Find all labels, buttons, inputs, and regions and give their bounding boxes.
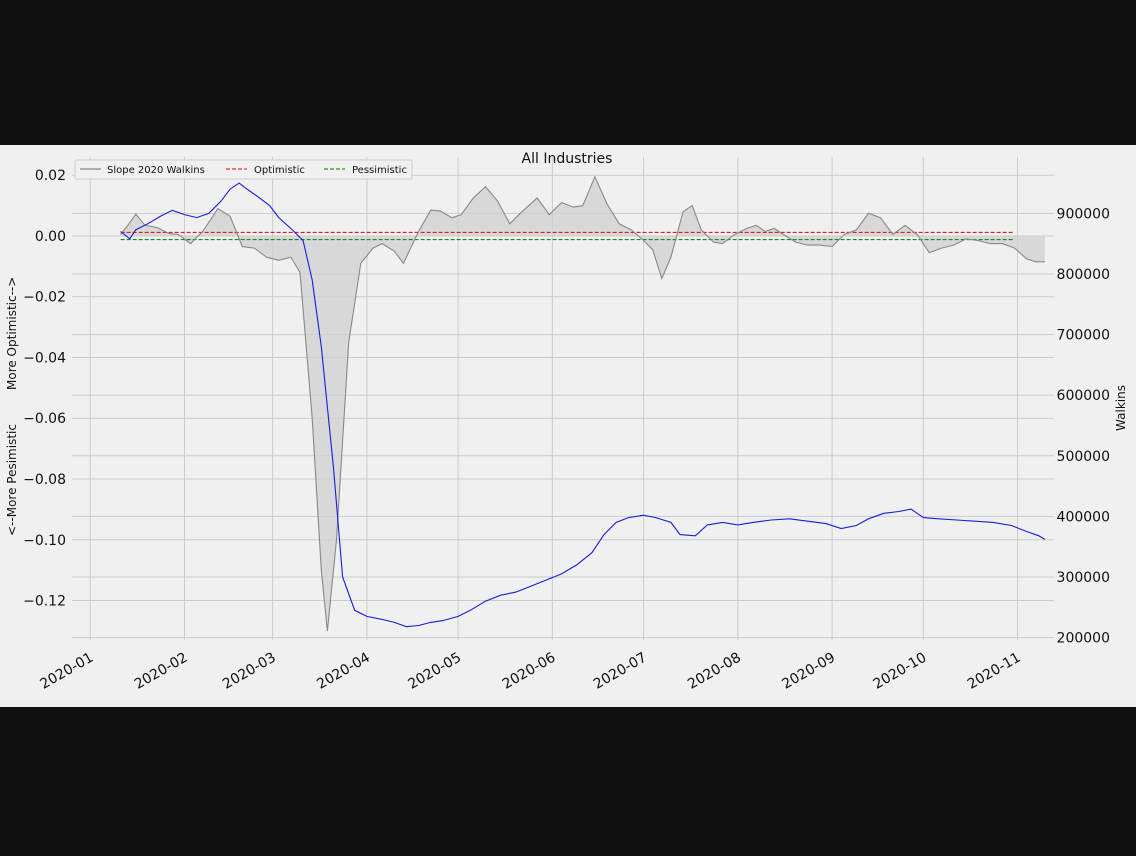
y-right-tick-label: 800000 [1057, 267, 1110, 283]
threshold-layer [120, 231, 1015, 241]
legend: Slope 2020 Walkins Optimistic Pessimisti… [74, 159, 413, 180]
y-left-label-top: More Optimistic--> [5, 277, 19, 390]
top-letterbox [0, 0, 1136, 145]
y-left-tick-label: 0.00 [35, 229, 66, 245]
y-left-tick-labels: 0.02 0.00 −0.02 −0.04 −0.06 −0.08 −0.10 −0.12 [23, 168, 66, 609]
legend-optimistic-label: Optimistic [254, 165, 305, 176]
y-left-tick-label: −0.12 [23, 594, 66, 610]
slope-area-fill [120, 176, 1045, 631]
y-right-tick-labels: 900000 800000 700000 600000 500000 400000 3000… [1057, 206, 1110, 646]
legend-slope-label: Slope 2020 Walkins [107, 165, 205, 176]
y-left-tick-label: −0.10 [23, 533, 66, 549]
series-line-slope-2020-walkins [120, 175, 1045, 631]
y-left-tick-label: −0.04 [23, 351, 66, 367]
y-right-tick-label: 900000 [1057, 206, 1110, 222]
y-left-tick-label: 0.02 [35, 168, 66, 184]
chart-title: All Industries [522, 151, 613, 167]
legend-box [74, 159, 413, 180]
y-right-tick-label: 200000 [1057, 631, 1110, 647]
slope-fill-layer [120, 176, 1045, 631]
y-left-tick-label: −0.02 [23, 290, 66, 306]
bottom-letterbox [0, 707, 1136, 852]
y-right-tick-label: 400000 [1057, 509, 1110, 525]
y-right-label: Walkins [1114, 385, 1128, 431]
y-left-tick-label: −0.06 [23, 411, 66, 427]
y-right-tick-label: 700000 [1057, 328, 1110, 344]
series-line-walkins [120, 182, 1046, 628]
y-right-tick-label: 500000 [1057, 449, 1110, 465]
y-left-tick-label: −0.08 [23, 472, 66, 488]
legend-pessimistic-label: Pessimistic [352, 165, 407, 176]
series-layer [120, 175, 1046, 631]
grid [72, 157, 1054, 640]
y-right-tick-label: 300000 [1057, 570, 1110, 586]
y-left-label-bottom: <--More Pesimistic [5, 424, 19, 536]
y-right-tick-label: 600000 [1057, 388, 1110, 404]
